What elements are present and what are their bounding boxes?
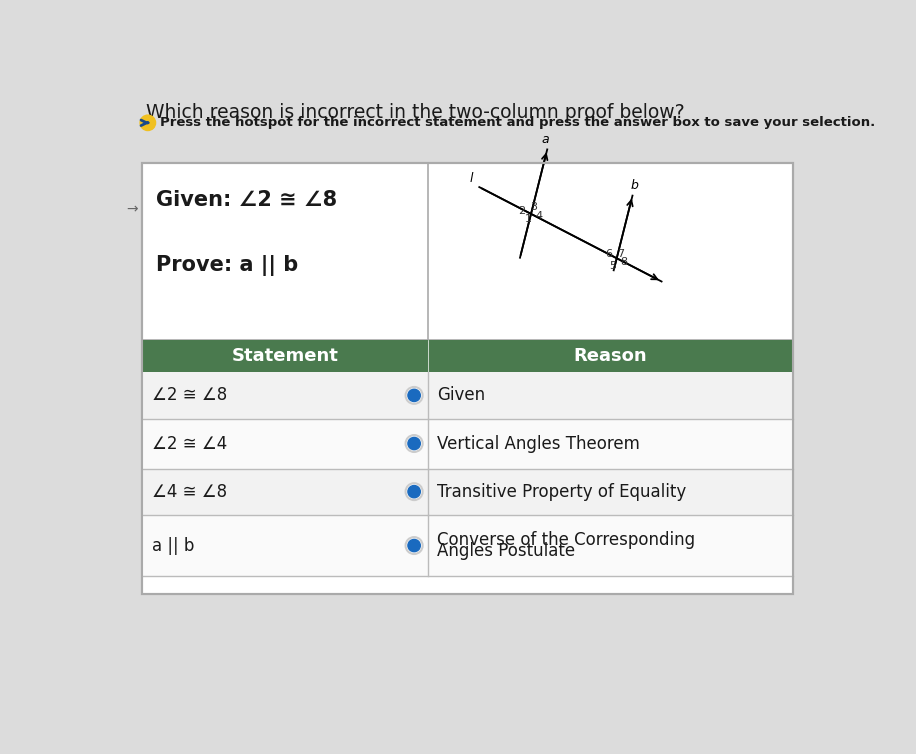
Text: 7: 7 — [616, 249, 624, 259]
Circle shape — [408, 539, 420, 552]
Text: 3: 3 — [530, 202, 538, 213]
Circle shape — [140, 115, 156, 130]
Text: 6: 6 — [605, 250, 613, 259]
Circle shape — [406, 387, 422, 404]
Text: a || b: a || b — [152, 537, 195, 554]
FancyBboxPatch shape — [142, 468, 792, 515]
Text: 8: 8 — [620, 257, 627, 267]
Text: Given: ∠2 ≅ ∠8: Given: ∠2 ≅ ∠8 — [156, 190, 337, 210]
Text: →: → — [126, 202, 138, 216]
Text: Which reason is incorrect in the two-column proof below?: Which reason is incorrect in the two-col… — [146, 103, 684, 122]
FancyBboxPatch shape — [142, 515, 792, 576]
Text: Prove: a || b: Prove: a || b — [156, 256, 298, 276]
Circle shape — [408, 486, 420, 498]
Circle shape — [408, 389, 420, 402]
Text: 2: 2 — [518, 206, 526, 216]
FancyBboxPatch shape — [142, 372, 792, 418]
Circle shape — [408, 437, 420, 449]
FancyBboxPatch shape — [142, 340, 792, 372]
Text: Reason: Reason — [573, 347, 648, 365]
Text: ∠4 ≅ ∠8: ∠4 ≅ ∠8 — [152, 483, 227, 501]
FancyBboxPatch shape — [142, 163, 792, 594]
Text: Converse of the Corresponding: Converse of the Corresponding — [437, 531, 695, 549]
Text: Press the hotspot for the incorrect statement and press the answer box to save y: Press the hotspot for the incorrect stat… — [160, 116, 876, 130]
Text: Transitive Property of Equality: Transitive Property of Equality — [437, 483, 687, 501]
Text: Given: Given — [437, 386, 485, 404]
Text: Angles Postulate: Angles Postulate — [437, 542, 575, 560]
Text: Vertical Angles Theorem: Vertical Angles Theorem — [437, 434, 640, 452]
Text: b: b — [631, 179, 638, 192]
Text: 1: 1 — [525, 214, 532, 225]
FancyBboxPatch shape — [142, 418, 792, 468]
Text: Statement: Statement — [232, 347, 338, 365]
Text: ∠2 ≅ ∠8: ∠2 ≅ ∠8 — [152, 386, 228, 404]
Text: a: a — [542, 133, 550, 146]
Text: ∠2 ≅ ∠4: ∠2 ≅ ∠4 — [152, 434, 228, 452]
Circle shape — [406, 483, 422, 500]
Circle shape — [406, 537, 422, 554]
Text: 5: 5 — [609, 261, 616, 271]
Circle shape — [406, 435, 422, 452]
Text: l: l — [470, 172, 473, 185]
Text: 4: 4 — [535, 210, 542, 221]
